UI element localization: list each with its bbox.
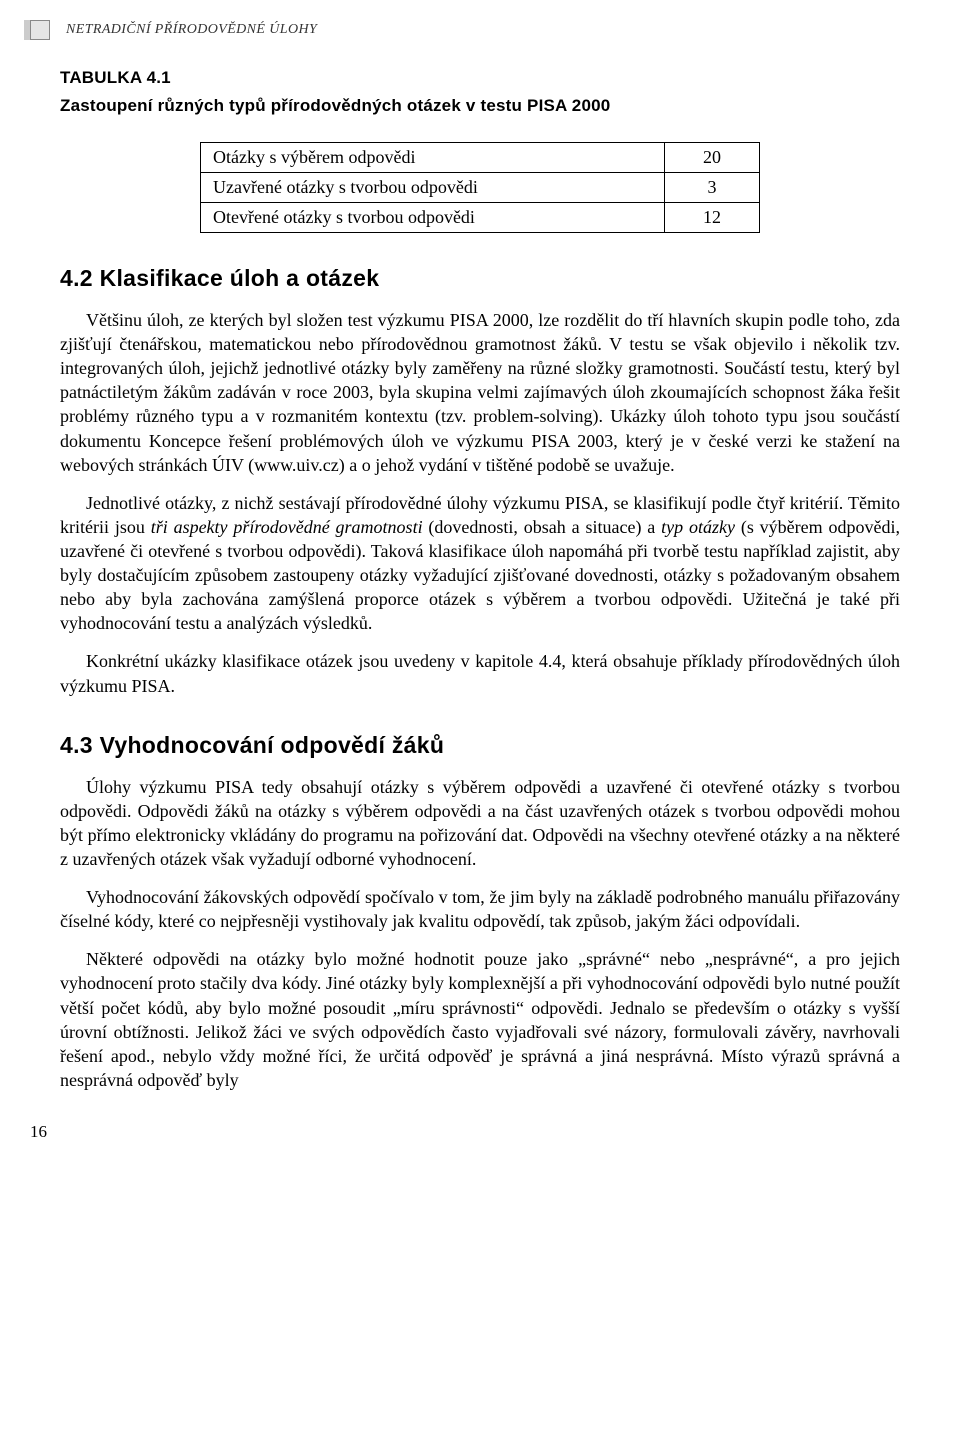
paragraph: Některé odpovědi na otázky bylo možné ho… bbox=[60, 947, 900, 1092]
table-row: Uzavřené otázky s tvorbou odpovědi 3 bbox=[201, 173, 760, 203]
table-cell-value: 20 bbox=[665, 143, 760, 173]
table-wrap: Otázky s výběrem odpovědi 20 Uzavřené ot… bbox=[200, 142, 760, 233]
table-row: Otevřené otázky s tvorbou odpovědi 12 bbox=[201, 203, 760, 233]
paragraph: Vyhodnocování žákovských odpovědí spočív… bbox=[60, 885, 900, 933]
heading-4-2: 4.2 Klasifikace úloh a otázek bbox=[60, 265, 900, 292]
text-run: (dovednosti, obsah a situace) a bbox=[423, 517, 662, 537]
paragraph: Jednotlivé otázky, z nichž sestávají pří… bbox=[60, 491, 900, 636]
table-4-1: Otázky s výběrem odpovědi 20 Uzavřené ot… bbox=[200, 142, 760, 233]
paragraph: Konkrétní ukázky klasifikace otázek jsou… bbox=[60, 649, 900, 697]
table-row: Otázky s výběrem odpovědi 20 bbox=[201, 143, 760, 173]
table-cell-value: 3 bbox=[665, 173, 760, 203]
table-label: TABULKA 4.1 bbox=[60, 68, 900, 88]
table-cell-label: Uzavřené otázky s tvorbou odpovědi bbox=[201, 173, 665, 203]
running-head: NETRADIČNÍ PŘÍRODOVĚDNÉ ÚLOHY bbox=[30, 20, 900, 40]
table-cell-label: Otevřené otázky s tvorbou odpovědi bbox=[201, 203, 665, 233]
italic-run: tři aspekty přírodovědné gramotnosti bbox=[151, 517, 423, 537]
heading-4-3: 4.3 Vyhodnocování odpovědí žáků bbox=[60, 732, 900, 759]
page-number: 16 bbox=[30, 1122, 900, 1142]
running-head-text: NETRADIČNÍ PŘÍRODOVĚDNÉ ÚLOHY bbox=[66, 22, 317, 38]
paragraph: Úlohy výzkumu PISA tedy obsahují otázky … bbox=[60, 775, 900, 871]
table-cell-value: 12 bbox=[665, 203, 760, 233]
italic-run: typ otázky bbox=[661, 517, 735, 537]
header-box-icon bbox=[30, 20, 50, 40]
table-caption: Zastoupení různých typů přírodovědných o… bbox=[60, 96, 900, 116]
paragraph: Většinu úloh, ze kterých byl složen test… bbox=[60, 308, 900, 477]
page: NETRADIČNÍ PŘÍRODOVĚDNÉ ÚLOHY TABULKA 4.… bbox=[0, 0, 960, 1172]
table-cell-label: Otázky s výběrem odpovědi bbox=[201, 143, 665, 173]
